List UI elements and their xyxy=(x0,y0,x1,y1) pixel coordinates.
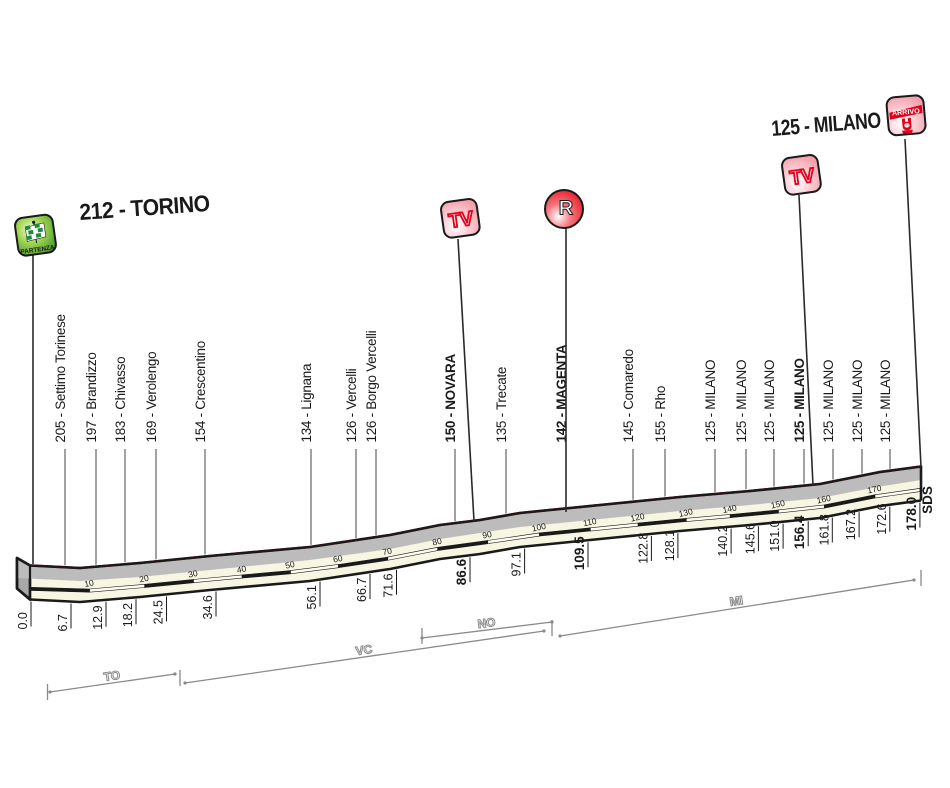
svg-text:145.6: 145.6 xyxy=(743,523,757,554)
svg-text:125 - MILANO: 125 - MILANO xyxy=(878,360,893,443)
svg-text:125 - MILANO: 125 - MILANO xyxy=(734,360,749,443)
svg-text:VC: VC xyxy=(355,642,374,658)
svg-text:172.6: 172.6 xyxy=(875,503,889,534)
svg-text:125 - MILANO: 125 - MILANO xyxy=(850,360,865,443)
svg-text:155 - Rho: 155 - Rho xyxy=(653,386,668,443)
svg-text:197 - Brandizzo: 197 - Brandizzo xyxy=(84,352,99,442)
svg-text:MI: MI xyxy=(729,593,744,609)
svg-text:86.6: 86.6 xyxy=(454,558,469,585)
svg-text:109.5: 109.5 xyxy=(572,536,587,570)
svg-text:135 - Trecate: 135 - Trecate xyxy=(494,367,509,443)
svg-text:150 - NOVARA: 150 - NOVARA xyxy=(443,354,458,443)
svg-text:126 - Vercelli: 126 - Vercelli xyxy=(344,368,359,442)
svg-text:0.0: 0.0 xyxy=(16,612,30,629)
svg-text:128.1: 128.1 xyxy=(663,530,677,561)
svg-text:97.1: 97.1 xyxy=(510,552,524,576)
svg-text:183 - Chivasso: 183 - Chivasso xyxy=(113,357,128,443)
svg-text:126 - Borgo Vercelli: 126 - Borgo Vercelli xyxy=(364,330,379,442)
svg-text:145 - Comaredo: 145 - Comaredo xyxy=(621,349,636,442)
svg-text:156.4: 156.4 xyxy=(792,515,807,549)
svg-text:NO: NO xyxy=(477,615,497,631)
svg-text:TV: TV xyxy=(447,208,475,233)
svg-text:125 - MILANO: 125 - MILANO xyxy=(762,360,777,443)
svg-text:140.2: 140.2 xyxy=(716,525,730,556)
svg-text:205 - Settimo Torinese: 205 - Settimo Torinese xyxy=(53,314,68,442)
svg-text:24.5: 24.5 xyxy=(152,600,166,624)
svg-text:167.2: 167.2 xyxy=(844,509,858,540)
svg-text:125 - MILANO: 125 - MILANO xyxy=(821,360,836,443)
svg-text:161.8: 161.8 xyxy=(817,514,831,545)
svg-text:TO: TO xyxy=(103,668,121,684)
svg-text:6.7: 6.7 xyxy=(56,614,70,631)
svg-text:18.2: 18.2 xyxy=(121,603,135,627)
svg-text:66.7: 66.7 xyxy=(355,578,369,602)
svg-text:151.0: 151.0 xyxy=(768,520,782,551)
svg-text:34.6: 34.6 xyxy=(201,595,215,619)
svg-text:SDS: SDS xyxy=(920,486,935,514)
svg-text:169 - Verolengo: 169 - Verolengo xyxy=(144,352,159,443)
svg-text:TV: TV xyxy=(789,165,817,190)
svg-text:125 - MILANO: 125 - MILANO xyxy=(792,358,807,442)
svg-text:134 - Lignana: 134 - Lignana xyxy=(299,363,314,442)
svg-text:154 - Crescentino: 154 - Crescentino xyxy=(193,341,208,442)
svg-text:71.6: 71.6 xyxy=(382,573,396,597)
svg-text:R: R xyxy=(559,198,574,220)
svg-text:122.8: 122.8 xyxy=(636,533,650,564)
svg-text:56.1: 56.1 xyxy=(305,585,319,609)
svg-text:12.9: 12.9 xyxy=(91,605,105,629)
svg-text:125 - MILANO: 125 - MILANO xyxy=(703,360,718,443)
svg-text:178.0: 178.0 xyxy=(904,497,919,531)
